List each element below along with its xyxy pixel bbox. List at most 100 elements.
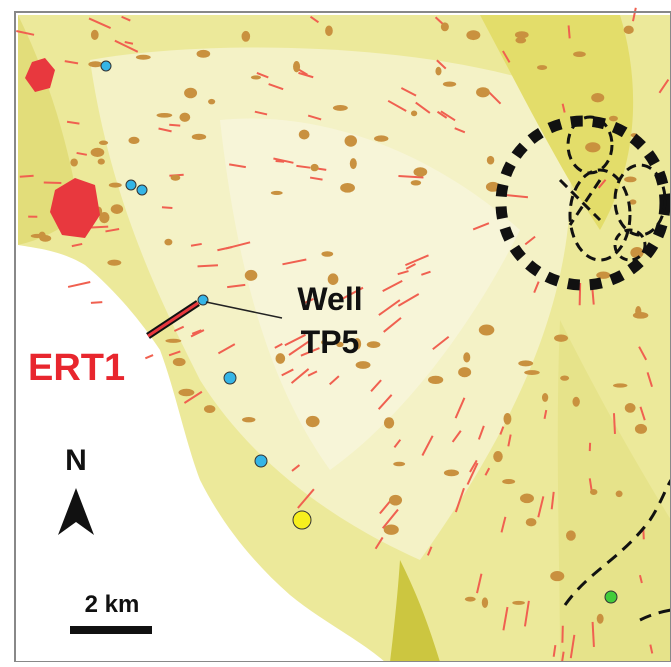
cone: [633, 312, 648, 319]
cone: [251, 75, 261, 79]
cone: [107, 260, 121, 266]
dyke: [91, 302, 102, 303]
cone: [345, 135, 357, 147]
scale-label: 2 km: [85, 591, 140, 618]
cone: [245, 270, 258, 281]
dyke: [614, 413, 615, 434]
cone: [91, 148, 105, 157]
cone: [333, 105, 348, 111]
cone: [515, 31, 529, 38]
cone: [99, 141, 108, 145]
cone: [441, 22, 449, 31]
cone: [179, 113, 190, 122]
dyke: [44, 183, 62, 184]
cone: [524, 370, 540, 375]
cone: [616, 491, 623, 498]
cone: [384, 417, 394, 428]
cone: [443, 81, 456, 86]
cone: [596, 272, 610, 279]
cone: [466, 30, 480, 40]
cone: [463, 352, 470, 362]
cone: [624, 26, 634, 34]
cone: [70, 158, 78, 166]
cone: [271, 191, 283, 195]
cone: [512, 601, 525, 605]
cone: [38, 232, 45, 240]
cone: [554, 334, 568, 341]
cone: [178, 389, 194, 396]
cone: [624, 177, 636, 183]
well-label: TP5: [301, 324, 360, 360]
cone: [325, 25, 333, 36]
cone: [321, 251, 333, 257]
cone: [111, 204, 123, 214]
cone: [476, 87, 490, 97]
cone: [482, 597, 488, 608]
scale-bar: [70, 626, 152, 634]
cone: [184, 88, 197, 99]
cone: [136, 55, 151, 60]
cone: [374, 135, 388, 141]
cone: [542, 393, 548, 402]
dyke: [162, 207, 172, 208]
cone: [91, 30, 99, 40]
north-label: N: [65, 444, 87, 477]
cone: [88, 61, 102, 67]
cone: [98, 159, 105, 165]
cone: [520, 494, 534, 504]
cone: [566, 530, 576, 540]
cone: [384, 525, 399, 535]
cone: [411, 111, 417, 117]
cone: [465, 597, 476, 602]
cone: [208, 99, 215, 104]
cone: [609, 116, 618, 122]
cone: [242, 31, 251, 42]
dyke: [20, 176, 34, 177]
cone: [204, 405, 215, 413]
cone: [389, 495, 402, 506]
cone: [299, 130, 310, 140]
cone: [635, 424, 647, 434]
cone: [493, 451, 503, 462]
cone: [613, 383, 627, 387]
cone: [435, 67, 441, 76]
cone: [504, 413, 512, 425]
cone: [306, 416, 320, 427]
cone: [157, 113, 173, 118]
dyke: [580, 283, 581, 305]
cone: [458, 367, 471, 377]
cone: [197, 50, 211, 58]
cone: [590, 489, 597, 495]
cone: [293, 61, 300, 72]
cone: [572, 397, 579, 407]
cone: [192, 134, 206, 140]
cone: [537, 65, 547, 70]
cone: [128, 137, 139, 144]
dyke: [569, 25, 570, 38]
cone: [393, 462, 405, 467]
cone: [444, 469, 459, 476]
dyke: [169, 125, 180, 126]
cone: [173, 358, 186, 366]
cone: [597, 614, 604, 624]
cone: [550, 571, 564, 581]
cone: [356, 361, 371, 369]
cone: [411, 180, 421, 185]
cone: [242, 417, 255, 422]
cone: [487, 156, 494, 165]
well-label: Well: [297, 281, 362, 317]
cone: [502, 479, 515, 484]
cone: [428, 376, 443, 384]
cone: [585, 142, 600, 152]
map: Well TP5 ERT1 N 2 km: [0, 0, 671, 662]
cone: [164, 239, 172, 246]
cone: [171, 175, 181, 181]
cone: [367, 341, 381, 348]
cone: [625, 403, 636, 413]
cone: [518, 360, 533, 366]
cone: [310, 164, 318, 171]
dyke: [198, 265, 218, 266]
cone: [591, 93, 604, 102]
cone: [560, 375, 569, 380]
cone: [479, 325, 495, 336]
